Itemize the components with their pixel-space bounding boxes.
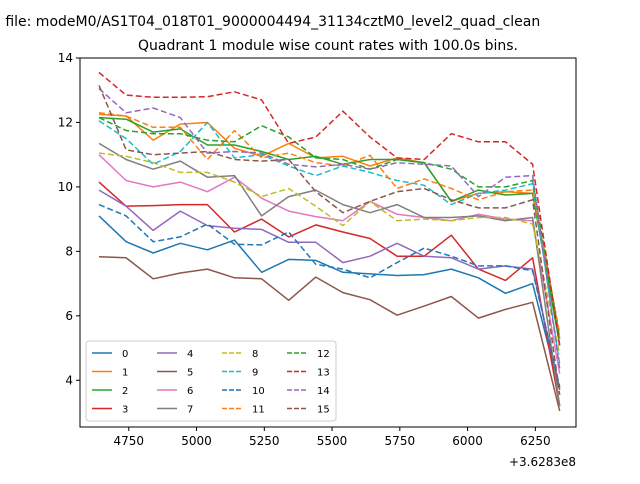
legend-label-5: 5 — [187, 368, 193, 379]
x-tick-label: 5750 — [385, 434, 416, 448]
legend-box — [85, 340, 337, 422]
x-offset-label: +3.6283e8 — [509, 455, 576, 469]
y-tick-label: 10 — [58, 180, 73, 194]
chart-suptitle: n file: modeM0/AS1T04_018T01_9000004494_… — [0, 14, 540, 30]
series-line-13 — [98, 71, 561, 347]
legend-label-1: 1 — [122, 368, 128, 379]
y-tick-label: 12 — [58, 115, 73, 129]
series-line-11 — [98, 112, 561, 334]
legend-label-8: 8 — [252, 349, 258, 360]
series-line-6 — [98, 154, 561, 374]
y-axis: 4 6 8 10 12 14 — [58, 51, 80, 387]
x-axis: 4750 5000 5250 5500 5750 6000 6250 — [114, 427, 551, 448]
x-tick-label: 6250 — [520, 434, 551, 448]
series-line-4 — [98, 189, 561, 389]
series-line-12 — [98, 116, 561, 339]
series-line-15 — [98, 85, 561, 395]
legend-label-7: 7 — [187, 405, 193, 416]
series-line-5 — [98, 256, 561, 412]
series-line-7 — [98, 142, 561, 407]
x-tick-label: 4750 — [114, 434, 145, 448]
series-line-10 — [98, 203, 561, 387]
legend-label-11: 11 — [252, 405, 265, 416]
legend-label-13: 13 — [317, 368, 330, 379]
series-line-8 — [98, 152, 561, 355]
series-line-3 — [98, 181, 561, 407]
x-tick-label: 5500 — [317, 434, 348, 448]
legend-label-10: 10 — [252, 386, 265, 397]
legend-label-3: 3 — [122, 405, 128, 416]
series-line-2 — [98, 116, 561, 345]
legend-label-4: 4 — [187, 349, 193, 360]
legend-label-2: 2 — [122, 386, 128, 397]
x-tick-label: 6000 — [452, 434, 483, 448]
series-line-14 — [98, 88, 561, 370]
legend-label-12: 12 — [317, 349, 330, 360]
chart-title: Quadrant 1 module wise count rates with … — [138, 38, 518, 54]
plot-frame — [79, 57, 577, 428]
y-tick-label: 8 — [65, 244, 73, 258]
series-layer — [98, 71, 561, 412]
x-tick-label: 5000 — [181, 434, 212, 448]
y-tick-label: 4 — [65, 373, 73, 387]
y-tick-label: 14 — [58, 51, 73, 65]
legend-label-15: 15 — [317, 405, 330, 416]
y-tick-label: 6 — [65, 309, 73, 323]
legend-label-9: 9 — [252, 368, 258, 379]
legend-label-14: 14 — [317, 386, 330, 397]
legend-label-6: 6 — [187, 386, 193, 397]
x-tick-label: 5250 — [249, 434, 280, 448]
legend-label-0: 0 — [122, 349, 128, 360]
series-line-1 — [98, 113, 561, 339]
